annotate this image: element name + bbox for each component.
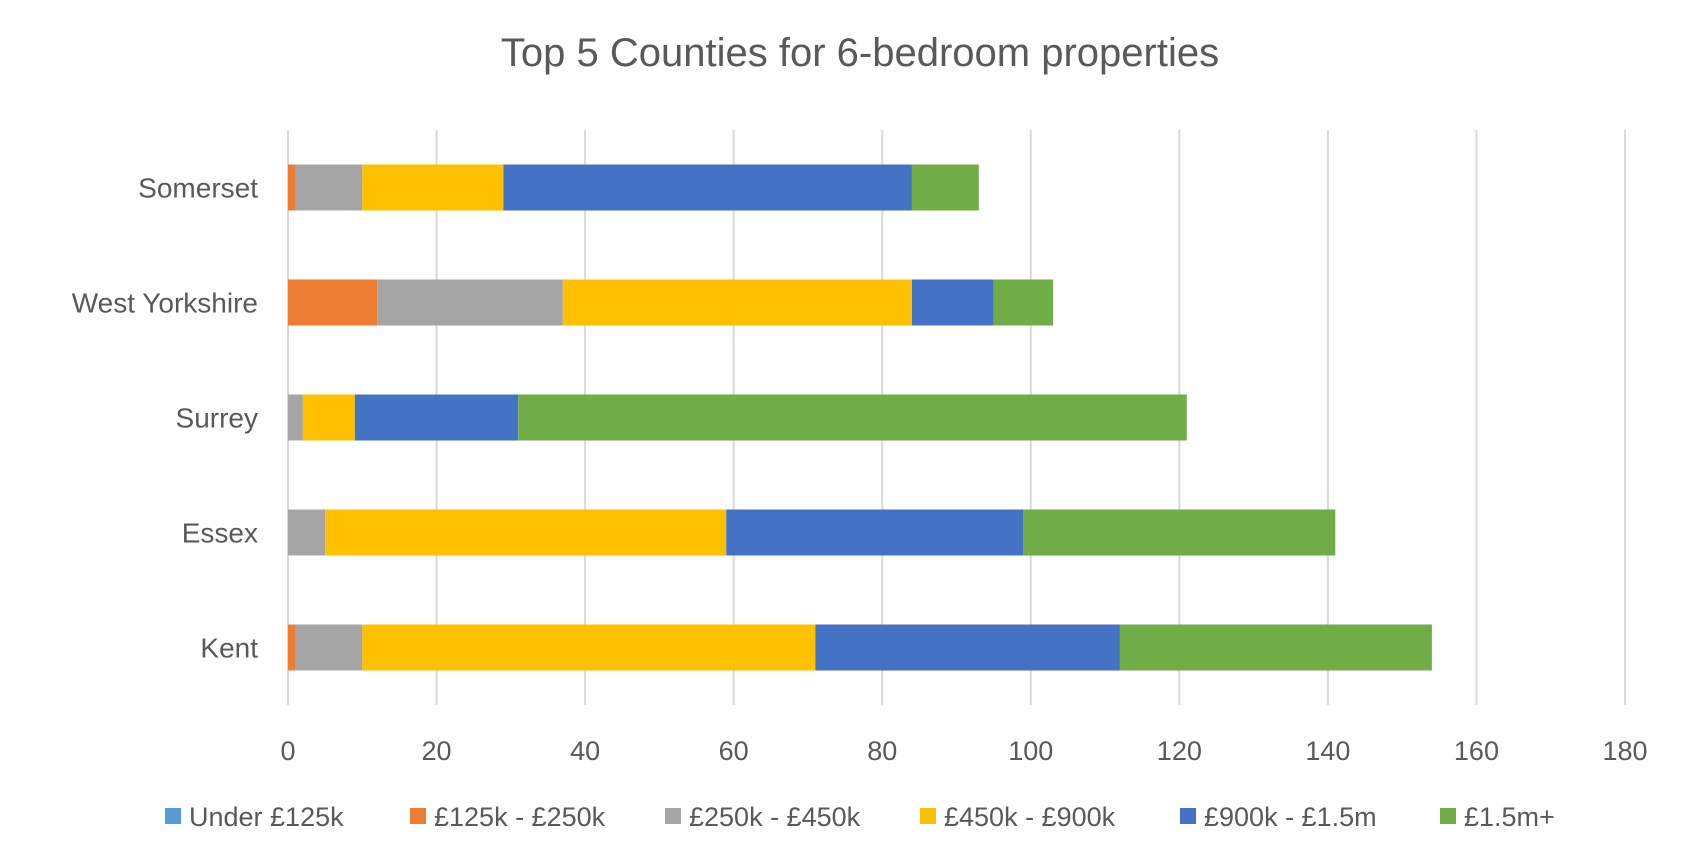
bar-segment <box>911 164 979 211</box>
chart-title: Top 5 Counties for 6-bedroom properties <box>501 31 1219 75</box>
value-axis: 0 20 40 60 80 100 120 140 160 180 <box>280 736 1647 766</box>
bar-segment <box>288 624 296 671</box>
bar-segment <box>1119 624 1432 671</box>
bar-segment <box>325 509 727 556</box>
bar-segment <box>288 394 303 441</box>
bar-segment <box>518 394 1187 441</box>
bar-segment <box>362 164 504 211</box>
x-tick-label: 180 <box>1602 736 1647 766</box>
bar-segment <box>726 509 1024 556</box>
bar-segment <box>1023 509 1336 556</box>
bars <box>288 164 1432 671</box>
legend-swatch <box>1180 808 1196 824</box>
bar-segment <box>302 394 355 441</box>
category-axis: Somerset West Yorkshire Surrey Essex Kent <box>72 173 258 664</box>
category-label: Surrey <box>176 403 258 434</box>
bar-segment <box>562 279 912 326</box>
legend-swatch <box>665 808 681 824</box>
legend-label: £125k - £250k <box>434 802 606 832</box>
x-tick-label: 140 <box>1305 736 1350 766</box>
x-tick-label: 0 <box>280 736 295 766</box>
legend-swatch <box>165 808 181 824</box>
legend-label: £250k - £450k <box>689 802 861 832</box>
bar-segment <box>503 164 912 211</box>
bar-segment <box>362 624 816 671</box>
bar-segment <box>377 279 563 326</box>
category-label: Somerset <box>138 173 258 204</box>
x-tick-label: 160 <box>1454 736 1499 766</box>
x-tick-label: 40 <box>570 736 600 766</box>
legend-swatch <box>410 808 426 824</box>
bar-segment <box>815 624 1120 671</box>
x-tick-label: 120 <box>1157 736 1202 766</box>
x-tick-label: 100 <box>1008 736 1053 766</box>
x-tick-label: 60 <box>719 736 749 766</box>
bar-segment <box>354 394 519 441</box>
legend-label: £1.5m+ <box>1464 802 1555 832</box>
legend-label: Under £125k <box>189 802 344 832</box>
legend-swatch <box>1440 808 1456 824</box>
bar-segment <box>288 164 296 211</box>
bar-segment <box>911 279 994 326</box>
category-label: Essex <box>182 518 258 549</box>
x-tick-label: 20 <box>422 736 452 766</box>
legend-label: £450k - £900k <box>944 802 1116 832</box>
bar-segment <box>993 279 1054 326</box>
bar-segment <box>288 509 326 556</box>
legend-label: £900k - £1.5m <box>1204 802 1377 832</box>
category-label: West Yorkshire <box>72 288 258 319</box>
bar-segment <box>295 624 363 671</box>
bar-segment <box>295 164 363 211</box>
category-label: Kent <box>200 633 258 664</box>
legend: Under £125k £125k - £250k £250k - £450k £45… <box>165 802 1555 832</box>
x-tick-label: 80 <box>867 736 897 766</box>
legend-swatch <box>920 808 936 824</box>
bar-segment <box>288 279 378 326</box>
